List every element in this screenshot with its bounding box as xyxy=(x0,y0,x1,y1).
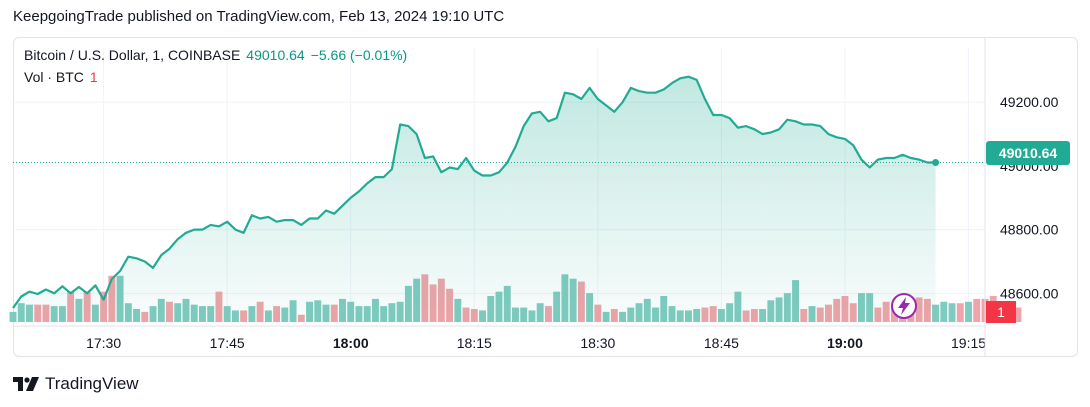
chart-frame[interactable] xyxy=(13,37,1078,357)
brand-name: TradingView xyxy=(45,374,139,393)
price-area-fill xyxy=(13,76,936,322)
volume-badge-text: 1 xyxy=(997,304,1005,320)
price-badge: 49010.64 xyxy=(986,141,1070,165)
volume-bar xyxy=(973,298,981,322)
symbol-name: Bitcoin / U.S. Dollar, 1, COINBASE xyxy=(24,47,241,63)
x-tick-label: 19:15 xyxy=(951,335,986,351)
tradingview-footer[interactable]: TradingView xyxy=(13,374,139,394)
volume-bar xyxy=(965,301,972,322)
x-tick-label: 17:30 xyxy=(86,335,121,351)
volume-bar xyxy=(1014,307,1022,322)
last-price-dot xyxy=(932,159,940,167)
volume-bar xyxy=(956,303,964,322)
y-tick-label: 49200.00 xyxy=(1000,94,1059,110)
y-tick-label: 48800.00 xyxy=(1000,222,1059,238)
volume-bar xyxy=(940,301,948,322)
volume-bar xyxy=(9,311,17,322)
y-tick-label: 48600.00 xyxy=(1000,285,1059,301)
x-tick-label: 17:45 xyxy=(210,335,245,351)
price-change: −5.66 (−0.01%) xyxy=(310,47,408,63)
x-tick-label: 18:45 xyxy=(704,335,739,351)
volume-value: 1 xyxy=(89,69,98,85)
symbol-legend[interactable]: Bitcoin / U.S. Dollar, 1, COINBASE 49010.… xyxy=(24,47,407,63)
volume-legend[interactable]: Vol · BTC 1 xyxy=(24,69,98,85)
published-caption: KeepgoingTrade published on TradingView.… xyxy=(13,8,505,25)
x-tick-label: 18:00 xyxy=(333,335,369,351)
volume-bar xyxy=(948,303,956,322)
last-price: 49010.64 xyxy=(246,47,305,63)
volume-label: Vol · BTC xyxy=(24,69,84,85)
price-line xyxy=(12,75,936,309)
price-badge-text: 49010.64 xyxy=(999,145,1058,161)
tradingview-logo-icon xyxy=(13,377,39,391)
x-tick-label: 18:15 xyxy=(457,335,492,351)
volume-badge: 1 xyxy=(986,301,1016,323)
lightning-icon[interactable] xyxy=(891,293,917,319)
x-tick-label: 19:00 xyxy=(827,335,863,351)
x-tick-label: 18:30 xyxy=(580,335,615,351)
